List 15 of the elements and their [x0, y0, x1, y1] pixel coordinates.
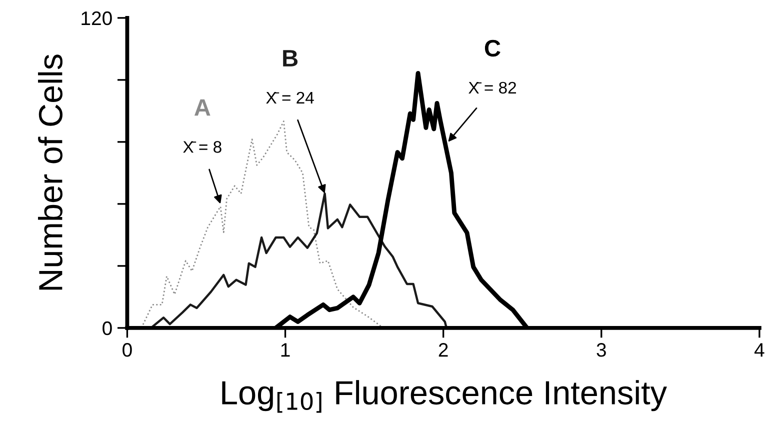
y-tick-label: 120: [82, 11, 112, 26]
annotation: X̄ = 24: [266, 92, 314, 104]
text: A: [194, 99, 210, 116]
x-tick-label: 0: [122, 343, 132, 357]
x-axis-title: Log$_{[10]}$ Fluorescence Intensity: [222, 380, 667, 413]
y-axis-title: Number of Cells: [38, 54, 62, 290]
annotation: X̄ = 82: [468, 82, 516, 94]
text: B: [283, 50, 298, 66]
x-tick-label: 2: [438, 343, 448, 357]
annotation: X̄ = 8: [183, 141, 222, 153]
x-tick-label: 3: [596, 343, 606, 357]
x-tick-label: 4: [754, 343, 764, 357]
line-series: [140, 120, 384, 328]
x-tick-label: 1: [281, 343, 290, 357]
text: C: [484, 40, 500, 57]
